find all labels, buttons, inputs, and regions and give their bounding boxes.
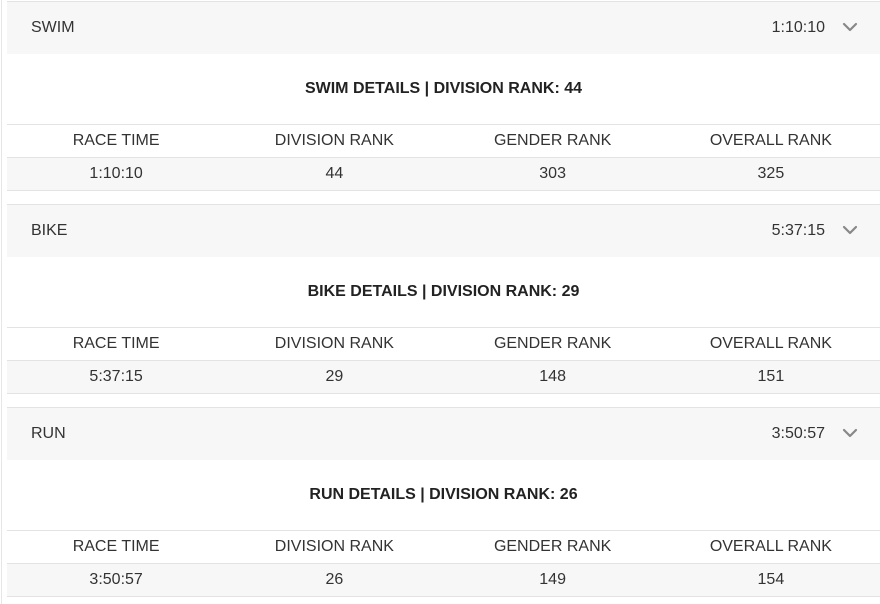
col-overall-rank: OVERALL RANK	[661, 530, 880, 564]
segment-name: SWIM	[31, 19, 75, 36]
cell-gender-rank: 149	[443, 563, 662, 597]
col-division-rank: DIVISION RANK	[225, 124, 444, 158]
segment-header-swim[interactable]: SWIM 1:10:10	[7, 1, 880, 54]
cell-race-time: 1:10:10	[7, 157, 226, 191]
table-header-row: RACE TIME DIVISION RANK GENDER RANK OVER…	[7, 124, 880, 158]
cell-race-time: 3:50:57	[7, 563, 226, 597]
segment-header-run[interactable]: RUN 3:50:57	[7, 407, 880, 460]
cell-overall-rank: 325	[661, 157, 880, 191]
table-row: 3:50:57 26 149 154	[7, 563, 880, 597]
chevron-down-icon[interactable]	[841, 426, 859, 440]
segment-time: 3:50:57	[771, 425, 825, 442]
col-gender-rank: GENDER RANK	[443, 327, 662, 361]
cell-gender-rank: 303	[443, 157, 662, 191]
table-row: 1:10:10 44 303 325	[7, 157, 880, 191]
cell-gender-rank: 148	[443, 360, 662, 394]
cell-overall-rank: 154	[661, 563, 880, 597]
segment-swim: SWIM 1:10:10 SWIM DETAILS | DIVISION RAN…	[7, 1, 880, 191]
segment-run: RUN 3:50:57 RUN DETAILS | DIVISION RANK:…	[7, 407, 880, 597]
cell-race-time: 5:37:15	[7, 360, 226, 394]
details-title: RUN DETAILS | DIVISION RANK: 26	[309, 486, 578, 503]
col-gender-rank: GENDER RANK	[443, 124, 662, 158]
col-overall-rank: OVERALL RANK	[661, 124, 880, 158]
cell-overall-rank: 151	[661, 360, 880, 394]
cell-division-rank: 26	[225, 563, 444, 597]
segment-bike: BIKE 5:37:15 BIKE DETAILS | DIVISION RAN…	[7, 204, 880, 394]
col-division-rank: DIVISION RANK	[225, 530, 444, 564]
table-header-row: RACE TIME DIVISION RANK GENDER RANK OVER…	[7, 327, 880, 361]
chevron-down-icon[interactable]	[841, 20, 859, 34]
left-border	[1, 0, 2, 604]
table-row: 5:37:15 29 148 151	[7, 360, 880, 394]
col-race-time: RACE TIME	[7, 530, 226, 564]
col-race-time: RACE TIME	[7, 124, 226, 158]
details-title: BIKE DETAILS | DIVISION RANK: 29	[307, 283, 580, 300]
stats-table: RACE TIME DIVISION RANK GENDER RANK OVER…	[7, 327, 880, 394]
cell-division-rank: 29	[225, 360, 444, 394]
stats-table: RACE TIME DIVISION RANK GENDER RANK OVER…	[7, 124, 880, 191]
segment-header-bike[interactable]: BIKE 5:37:15	[7, 204, 880, 257]
col-race-time: RACE TIME	[7, 327, 226, 361]
table-header-row: RACE TIME DIVISION RANK GENDER RANK OVER…	[7, 530, 880, 564]
segment-name: RUN	[31, 425, 66, 442]
segment-time: 1:10:10	[771, 19, 825, 36]
col-gender-rank: GENDER RANK	[443, 530, 662, 564]
col-division-rank: DIVISION RANK	[225, 327, 444, 361]
stats-table: RACE TIME DIVISION RANK GENDER RANK OVER…	[7, 530, 880, 597]
chevron-down-icon[interactable]	[841, 223, 859, 237]
details-title: SWIM DETAILS | DIVISION RANK: 44	[304, 80, 583, 97]
cell-division-rank: 44	[225, 157, 444, 191]
segment-time: 5:37:15	[771, 222, 825, 239]
col-overall-rank: OVERALL RANK	[661, 327, 880, 361]
segment-name: BIKE	[31, 222, 68, 239]
